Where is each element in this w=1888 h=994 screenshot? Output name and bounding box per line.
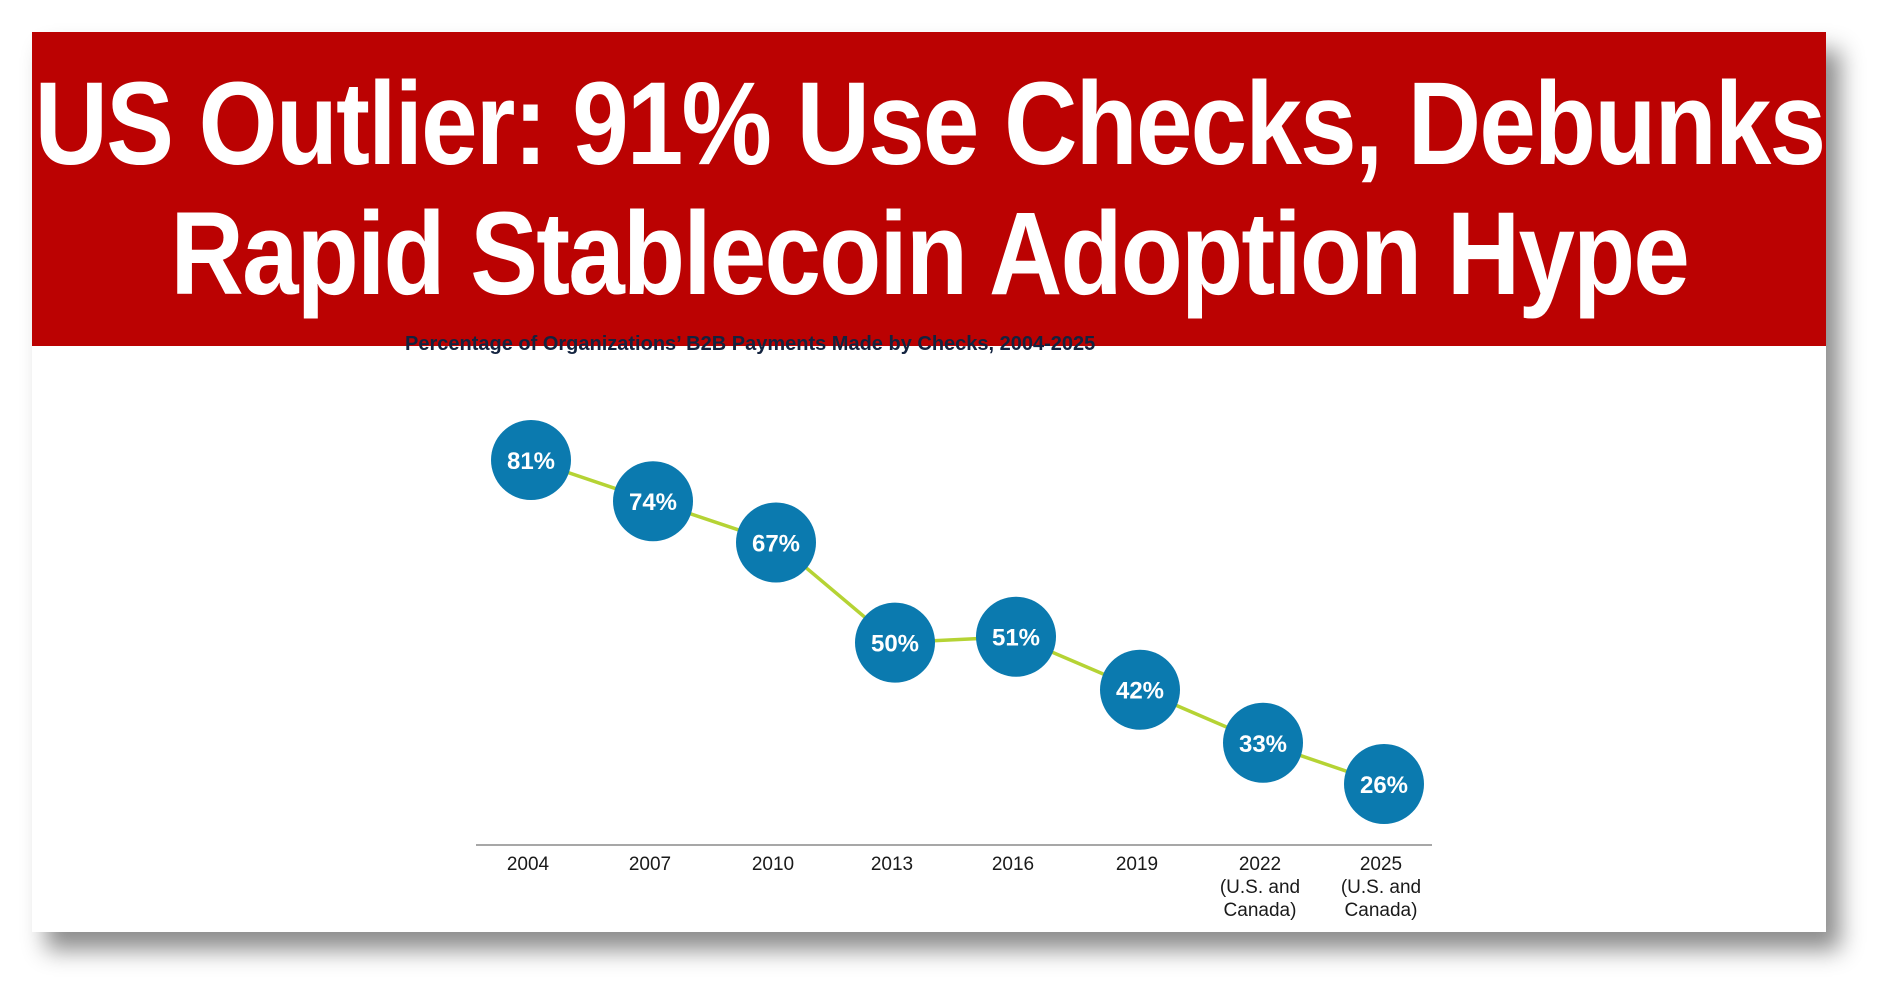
- x-tick-label-6: 2022: [1239, 854, 1281, 875]
- x-tick-label-7-line-1: (U.S. and: [1341, 877, 1421, 898]
- data-point-1: [613, 461, 693, 542]
- x-tick-label-7-line-2: Canada): [1345, 900, 1418, 921]
- card: US Outlier: 91% Use Checks, Debunks Rapi…: [32, 32, 1826, 932]
- x-tick-label-3: 2013: [871, 854, 913, 875]
- x-tick-label-5: 2019: [1116, 854, 1158, 875]
- x-tick-label-2: 2010: [752, 854, 794, 875]
- data-point-3: [855, 602, 935, 683]
- x-tick-label-7: 2025: [1360, 854, 1402, 875]
- x-tick-label-6-line-1: (U.S. and: [1220, 877, 1300, 898]
- headline-banner: US Outlier: 91% Use Checks, Debunks Rapi…: [32, 32, 1826, 346]
- headline-line-1: US Outlier: 91% Use Checks, Debunks: [34, 58, 1825, 190]
- x-tick-label-0: 2004: [507, 854, 550, 875]
- data-point-7: [1344, 744, 1424, 824]
- x-tick-label-1: 2007: [629, 854, 671, 875]
- data-label-4: 51%: [992, 625, 1040, 652]
- x-tick-label-6-line-2: Canada): [1224, 900, 1297, 921]
- data-point-0: [491, 420, 571, 500]
- data-label-6: 33%: [1239, 731, 1287, 758]
- data-point-2: [736, 502, 816, 583]
- data-label-3: 50%: [871, 631, 919, 658]
- data-label-5: 42%: [1116, 678, 1164, 705]
- data-label-7: 26%: [1360, 772, 1408, 799]
- data-point-6: [1223, 702, 1303, 783]
- data-label-0: 81%: [507, 448, 555, 475]
- x-tick-label-4: 2016: [992, 854, 1034, 875]
- data-label-1: 74%: [629, 489, 677, 516]
- data-point-5: [1100, 649, 1180, 730]
- chart-title: Percentage of Organizations’ B2B Payment…: [405, 333, 1096, 355]
- data-point-4: [976, 596, 1056, 677]
- headline-line-2: Rapid Stablecoin Adoption Hype: [170, 188, 1689, 320]
- data-label-2: 67%: [752, 530, 800, 557]
